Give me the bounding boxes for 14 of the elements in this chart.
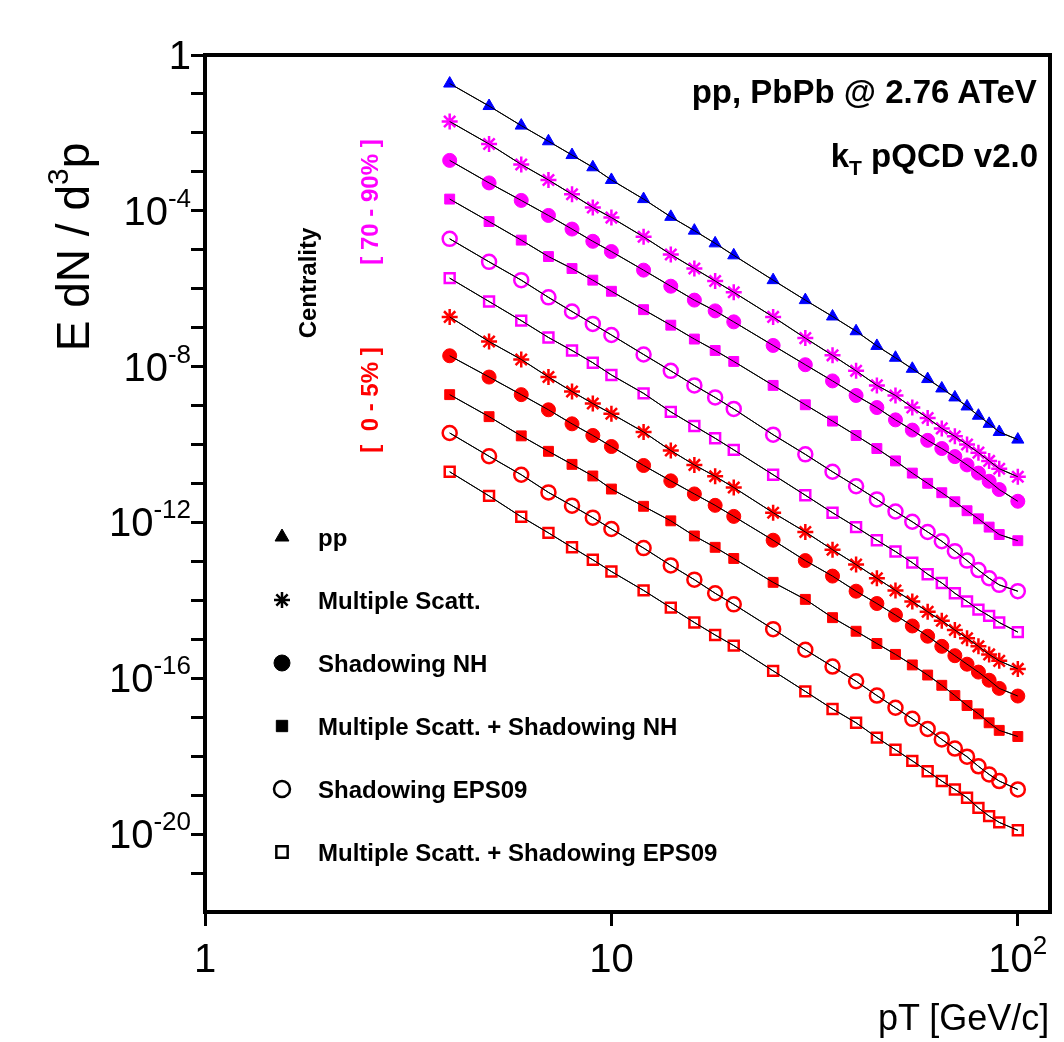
legend-label: Shadowing NH (318, 650, 488, 677)
x-axis-title: pT [GeV/c] (877, 997, 1050, 1038)
annotation: [ 70 - 90% ] (356, 139, 384, 265)
legend-label: Multiple Scatt. + Shadowing NH (318, 713, 678, 740)
legend-label: Multiple Scatt. + Shadowing EPS09 (318, 839, 718, 866)
annotation: Centrality (294, 227, 322, 339)
legend-label: pp (318, 524, 348, 551)
y-axis-title: E dN / d3p (41, 142, 99, 352)
legend-label: Shadowing EPS09 (318, 776, 528, 803)
y-tick-label: 1 (168, 33, 191, 77)
legend-label: Multiple Scatt. (318, 587, 481, 614)
annotation: pp, PbPb @ 2.76 ATeV (691, 73, 1037, 110)
annotation: [ 0 - 5% ] (356, 347, 384, 453)
x-tick-label: 10 (589, 936, 634, 980)
